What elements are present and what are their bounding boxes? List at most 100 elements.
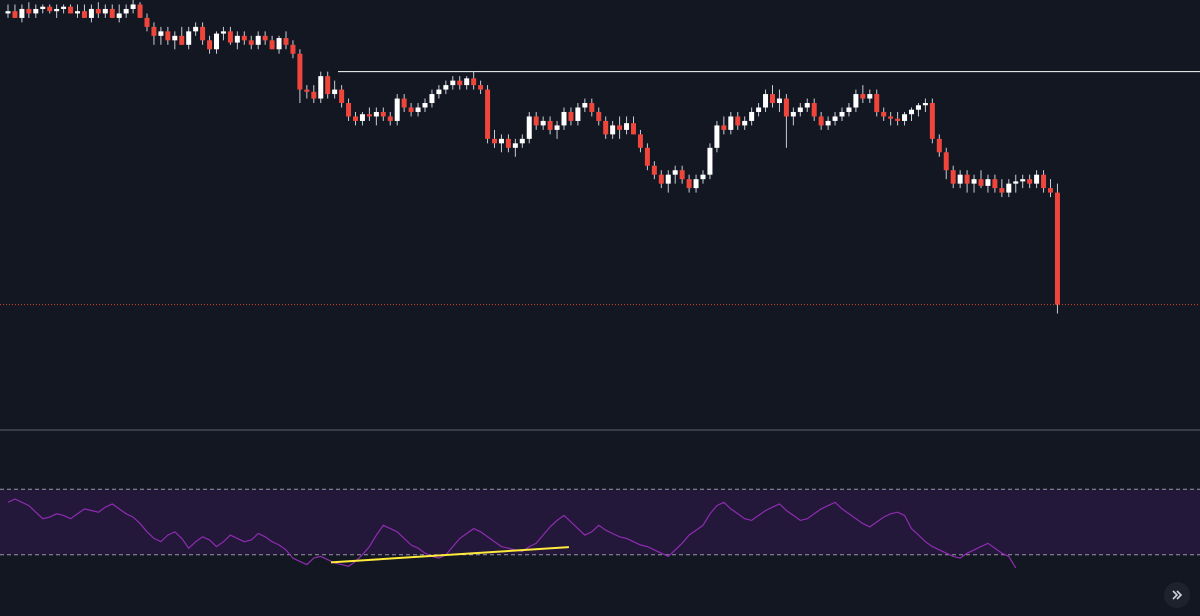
candle-body (624, 123, 630, 130)
candle (915, 103, 921, 117)
candle-body (672, 170, 678, 175)
candle (644, 143, 650, 171)
candle-body (950, 170, 956, 184)
candle-body (700, 174, 706, 180)
candle (749, 107, 755, 126)
candle (846, 103, 852, 117)
candle (137, 2, 143, 18)
candle (436, 85, 442, 99)
candle (714, 120, 720, 153)
candle-body (387, 116, 393, 121)
candle-body (596, 111, 602, 121)
candle-body (721, 125, 727, 130)
candle-body (644, 147, 650, 166)
candle (895, 111, 901, 126)
candle (1013, 174, 1019, 193)
candle (568, 107, 574, 126)
candle-body (763, 94, 769, 108)
candle-body (665, 174, 671, 184)
candle (165, 26, 171, 45)
candle-body (457, 80, 463, 86)
candle (353, 111, 358, 126)
candle-body (964, 174, 970, 184)
candle (867, 89, 873, 104)
candle-body (304, 89, 310, 92)
candle (269, 35, 275, 50)
divergence-trendline (330, 546, 569, 564)
candle (964, 170, 970, 193)
candle (505, 134, 511, 153)
candle-body (728, 116, 734, 130)
candle-body (839, 111, 845, 117)
candle-body (339, 89, 345, 104)
candle (776, 89, 782, 112)
candle-body (61, 6, 67, 9)
candle-body (651, 165, 657, 175)
candle (1020, 174, 1026, 189)
candle-body (19, 8, 25, 18)
candle-body (1041, 174, 1047, 189)
candle (325, 71, 331, 99)
candle-body (1034, 174, 1040, 184)
candle (547, 116, 553, 135)
candle (992, 174, 998, 193)
candle (700, 170, 706, 184)
candle (109, 4, 115, 18)
scroll-to-realtime-button[interactable] (1164, 582, 1190, 608)
candle (47, 4, 53, 14)
candle-body (853, 94, 859, 108)
candle (492, 129, 497, 148)
candle (408, 103, 414, 117)
candle (728, 111, 734, 135)
candle (81, 4, 87, 18)
candle-body (936, 138, 942, 153)
candle-body (1013, 181, 1019, 184)
candle (1041, 170, 1047, 193)
rsi-pane[interactable] (0, 488, 1200, 569)
candle (818, 111, 824, 130)
candle-body (971, 179, 977, 184)
candle (366, 107, 372, 121)
candle-body (464, 78, 470, 86)
candle (985, 174, 991, 193)
candle-body (929, 103, 935, 139)
candle-body (234, 35, 240, 43)
candle (130, 0, 136, 14)
candle (742, 116, 748, 130)
candle (373, 107, 379, 126)
candle (1048, 179, 1053, 198)
candle (1054, 183, 1060, 314)
candle-body (756, 107, 762, 112)
candle (957, 170, 963, 189)
price-pane[interactable] (0, 0, 1200, 314)
candle (756, 103, 762, 117)
candle (422, 98, 428, 112)
candle-body (346, 103, 352, 117)
candle (943, 147, 949, 180)
candle (881, 107, 887, 121)
candle-body (207, 40, 213, 50)
candle-body (429, 94, 435, 104)
candle (33, 4, 39, 18)
candle-body (12, 11, 18, 18)
candle (200, 22, 206, 45)
candle (123, 4, 129, 18)
candle (144, 13, 150, 32)
candle-body (165, 31, 171, 41)
candle-body (33, 8, 39, 14)
candle-body (999, 188, 1005, 193)
candle (1006, 179, 1012, 198)
candle-body (943, 152, 949, 171)
candle-body (783, 98, 789, 117)
rsi-band-fill (0, 489, 1200, 555)
candle-body (742, 120, 748, 126)
candle-body (401, 98, 407, 108)
candle-body (95, 8, 101, 14)
candle (116, 4, 122, 23)
candle (624, 116, 630, 135)
candle (220, 26, 226, 41)
candle (874, 89, 880, 117)
candle-body (658, 174, 664, 184)
candle (95, 2, 101, 18)
